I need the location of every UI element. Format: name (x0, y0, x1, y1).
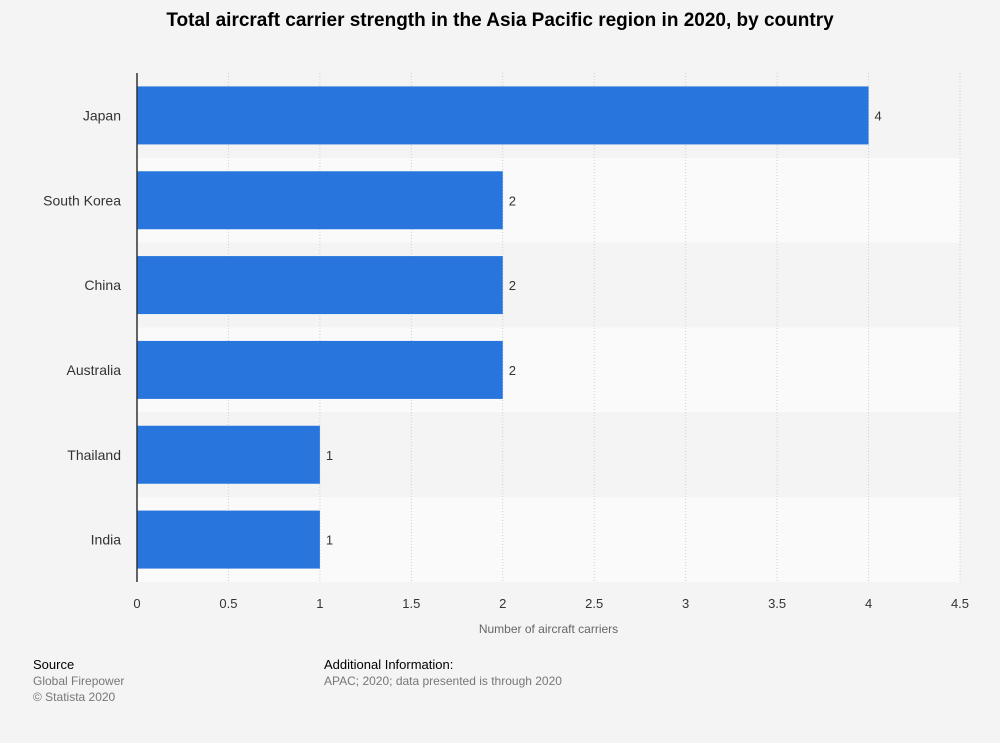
row-bands (137, 73, 960, 582)
category-labels: Japan South Korea China Australia Thailand In… (43, 107, 121, 547)
value-label: 1 (326, 533, 333, 548)
x-axis-title: Number of aircraft carriers (479, 622, 618, 636)
x-tick-label: 2.5 (585, 596, 603, 611)
bar[interactable] (137, 510, 320, 569)
x-tick-label: 1 (316, 596, 323, 611)
chart-title: Total aircraft carrier strength in the A… (166, 10, 834, 31)
bar-chart: Japan South Korea China Australia Thailand In… (43, 73, 969, 636)
x-tick-label: 0 (133, 596, 140, 611)
value-label: 2 (509, 278, 516, 293)
source-block: Source Global Firepower © Statista 2020 (33, 657, 124, 705)
category-label: Japan (83, 107, 121, 123)
source-heading: Source (33, 657, 75, 672)
category-label: South Korea (43, 192, 121, 208)
x-tick-label: 4.5 (951, 596, 969, 611)
copyright-text: © Statista 2020 (33, 690, 116, 704)
source-name[interactable]: Global Firepower (33, 674, 125, 688)
bar[interactable] (137, 86, 869, 145)
x-tick-labels: 0 0.5 1 1.5 2 2.5 3 3.5 4 4.5 (133, 596, 969, 611)
x-tick-label: 2 (499, 596, 506, 611)
category-label: Australia (67, 362, 122, 378)
bar[interactable] (137, 340, 503, 399)
value-labels: 4 2 2 2 1 1 (326, 108, 882, 547)
x-tick-label: 3 (682, 596, 689, 611)
bar[interactable] (137, 171, 503, 230)
category-label: Thailand (67, 447, 121, 463)
x-tick-label: 0.5 (219, 596, 237, 611)
value-label: 2 (509, 363, 516, 378)
x-tick-label: 3.5 (768, 596, 786, 611)
additional-info-block: Additional Information: APAC; 2020; data… (324, 657, 562, 689)
additional-info-text: APAC; 2020; data presented is through 20… (324, 674, 562, 688)
additional-info-heading[interactable]: Additional Information: (324, 657, 454, 672)
grid-lines (227, 73, 961, 582)
category-label: China (84, 277, 121, 293)
x-tick-label: 4 (865, 596, 872, 611)
bars (137, 86, 869, 569)
category-label: India (91, 532, 122, 548)
value-label: 1 (326, 448, 333, 463)
value-label: 4 (875, 108, 882, 123)
x-tick-label: 1.5 (402, 596, 420, 611)
bar[interactable] (137, 256, 503, 315)
value-label: 2 (509, 193, 516, 208)
bar[interactable] (137, 425, 320, 484)
